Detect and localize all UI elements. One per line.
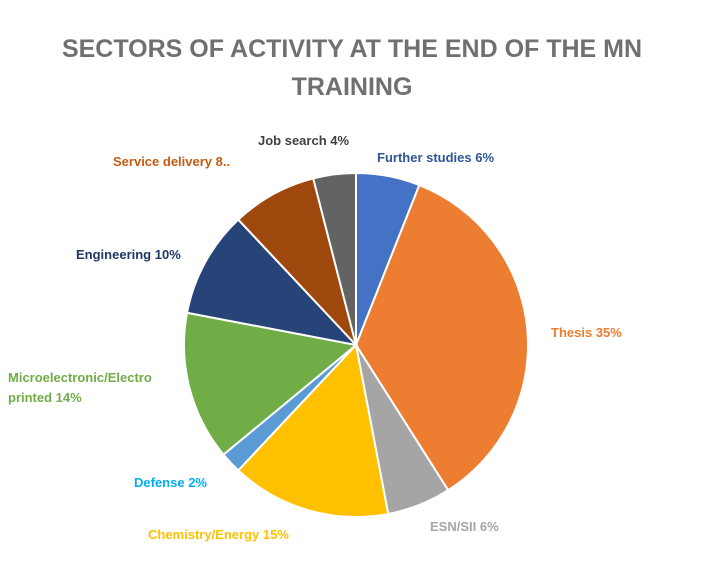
data-label: Thesis 35% [551, 325, 622, 340]
data-label: Service delivery 8.. [113, 154, 230, 169]
data-label: Further studies 6% [377, 150, 494, 165]
chart-title: SECTORS OF ACTIVITY AT THE END OF THE MN… [61, 35, 643, 101]
data-label: Defense 2% [134, 475, 207, 490]
pie-slice-microelectronic-electro-printed [183, 311, 359, 457]
pie-slice-job-search [312, 171, 357, 346]
data-label: Job search 4% [258, 133, 349, 148]
data-label: Microelectronic/Electro printed 14% [8, 370, 152, 405]
data-label: Engineering 10% [76, 247, 181, 262]
data-label: Chemistry/Energy 15% [148, 527, 289, 542]
data-label: ESN/SII 6% [430, 519, 499, 534]
pie-slice-chemistry-energy [236, 342, 390, 518]
pie-slice-engineering [185, 218, 359, 347]
pie-slice-thesis [354, 183, 529, 492]
